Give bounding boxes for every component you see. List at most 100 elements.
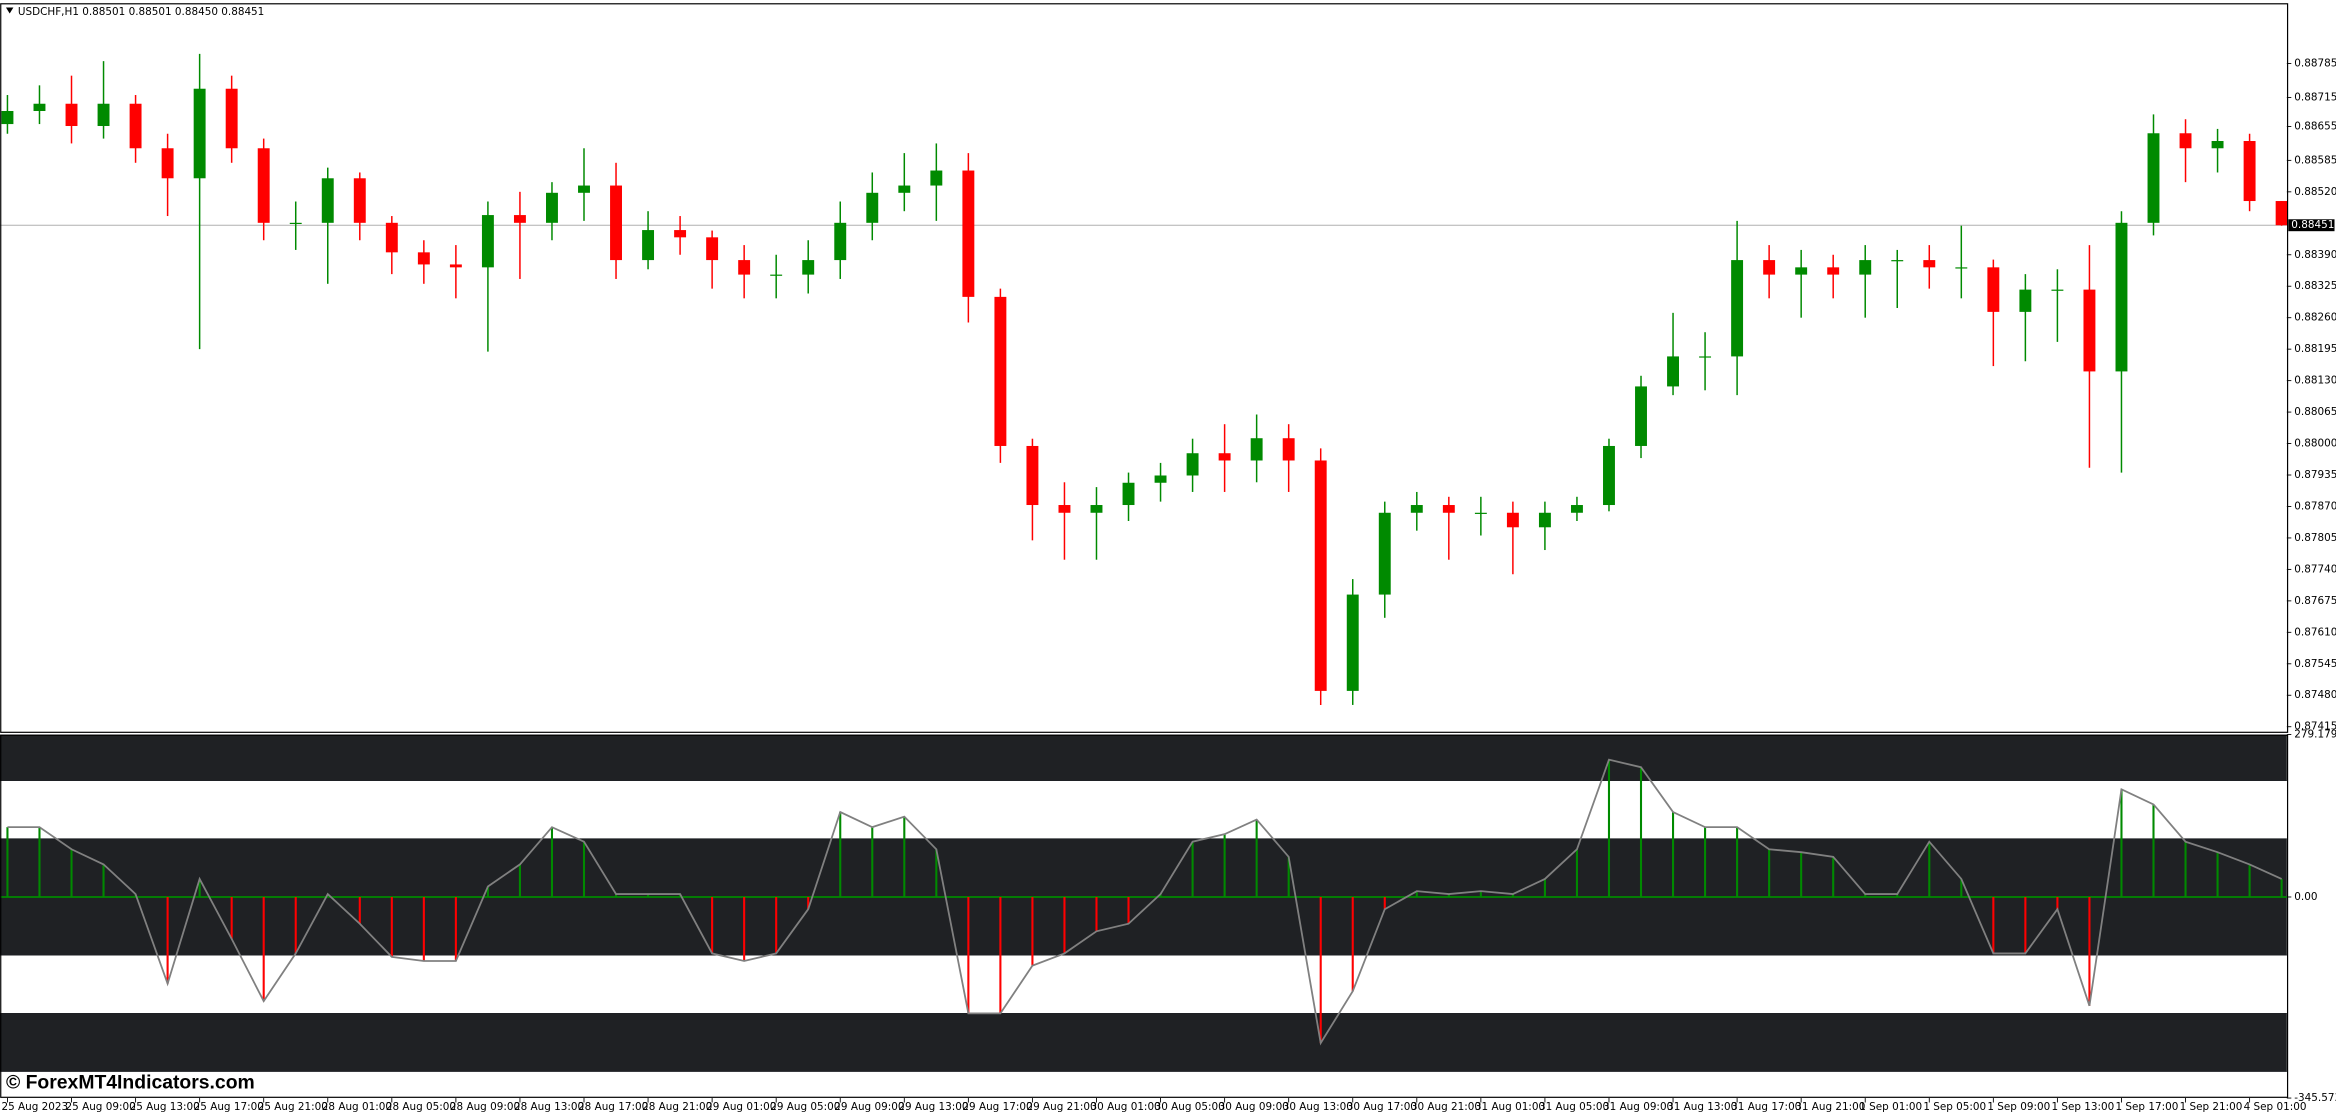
y-tick-label: 0.87545 — [2294, 658, 2336, 670]
candle-body — [417, 252, 430, 265]
candle-body — [610, 185, 622, 261]
candle-body — [1667, 356, 1679, 387]
candle-body — [1186, 453, 1199, 476]
x-tick-label: 4 Sep 01:00 — [2244, 1101, 2307, 1113]
x-tick-label: 30 Aug 17:00 — [1347, 1101, 1417, 1113]
y-tick-label: 0.87870 — [2294, 500, 2336, 512]
candle-body — [834, 222, 847, 261]
candle-body — [2147, 133, 2160, 223]
x-tick-label: 29 Aug 05:00 — [770, 1101, 840, 1113]
candle-body — [930, 170, 943, 186]
candle-body — [546, 192, 558, 223]
x-tick-label: 30 Aug 21:00 — [1411, 1101, 1481, 1113]
candle-body — [802, 260, 815, 275]
x-tick-label: 25 Aug 13:00 — [130, 1101, 200, 1113]
y-tick-label: -345.5735 — [2294, 1092, 2336, 1104]
x-tick-label: 30 Aug 01:00 — [1091, 1101, 1161, 1113]
x-tick-label: 31 Aug 09:00 — [1603, 1101, 1673, 1113]
x-tick-label: 28 Aug 01:00 — [322, 1101, 392, 1113]
x-tick-label: 28 Aug 21:00 — [642, 1101, 712, 1113]
x-tick-label: 1 Sep 05:00 — [1923, 1101, 1986, 1113]
candle-body — [1122, 482, 1135, 506]
candle-body — [1731, 260, 1744, 357]
x-tick-label: 29 Aug 21:00 — [1026, 1101, 1096, 1113]
y-tick-label: 0.87935 — [2294, 469, 2336, 481]
y-tick-label: 0.88195 — [2294, 343, 2336, 355]
candle-body — [2083, 289, 2096, 372]
candle-body — [97, 103, 110, 127]
candle-body — [1987, 267, 2000, 312]
candle-body — [1442, 505, 1455, 513]
candle-body — [1506, 512, 1519, 528]
level-band — [0, 734, 2287, 781]
y-tick-label: 0.87415 — [2294, 721, 2336, 733]
candle-body — [1090, 505, 1103, 513]
watermark: © ForexMT4Indicators.com — [6, 1071, 255, 1093]
candle-body — [1635, 386, 1647, 446]
candle-body — [738, 260, 751, 275]
price-pane-frame — [0, 3, 2289, 733]
x-tick-label: 1 Sep 09:00 — [1987, 1101, 2050, 1113]
chart-content: 0.88785 0.88715 0.88655 0.88585 0.88520 0.883… — [0, 53, 2336, 1113]
candle-body — [994, 296, 1007, 446]
indicator-pane-frame — [0, 734, 2289, 1098]
chart-title: USDCHF,H1 0.88501 0.88501 0.88450 0.8845… — [18, 6, 264, 18]
x-tick-label: 25 Aug 09:00 — [66, 1101, 136, 1113]
candle-body — [1, 110, 14, 125]
candle-body — [1474, 512, 1487, 514]
candle-body — [2115, 222, 2128, 372]
y-tick-label: 0.00 — [2294, 891, 2317, 903]
y-tick-label: 0.87740 — [2294, 563, 2336, 575]
candle-body — [1795, 267, 1808, 275]
menu-arrow — [5, 7, 14, 14]
x-tick-label: 25 Aug 17:00 — [194, 1101, 264, 1113]
x-tick-label: 30 Aug 05:00 — [1155, 1101, 1225, 1113]
y-tick-label: 0.88585 — [2294, 154, 2336, 166]
y-tick-label: 0.88390 — [2294, 249, 2336, 261]
x-tick-label: 31 Aug 01:00 — [1475, 1101, 1545, 1113]
y-tick-label: 0.87480 — [2294, 689, 2336, 701]
y-tick-label: 0.88065 — [2294, 406, 2336, 418]
y-tick-label: 0.88130 — [2294, 375, 2336, 387]
candle-body — [1763, 260, 1776, 275]
candle-body — [1218, 453, 1231, 461]
candle-body — [193, 88, 206, 179]
candle-body — [513, 215, 526, 223]
y-tick-label: 0.87805 — [2294, 532, 2336, 544]
candle-body — [706, 237, 719, 261]
y-tick-label: 0.88260 — [2294, 312, 2336, 324]
candle-body — [65, 103, 78, 127]
x-tick-label: 29 Aug 13:00 — [898, 1101, 968, 1113]
candle-body — [578, 185, 590, 193]
candle-body — [866, 192, 879, 223]
candle-body — [962, 170, 975, 297]
y-tick-label: 0.87675 — [2294, 595, 2336, 607]
current-price-label: 0.88451 — [2291, 219, 2334, 231]
x-tick-label: 30 Aug 13:00 — [1283, 1101, 1353, 1113]
candle-body — [289, 222, 302, 225]
x-tick-label: 1 Sep 13:00 — [2051, 1101, 2114, 1113]
candle-body — [33, 103, 46, 111]
x-tick-label: 29 Aug 09:00 — [834, 1101, 904, 1113]
x-tick-label: 1 Sep 17:00 — [2116, 1101, 2179, 1113]
x-tick-label: 31 Aug 17:00 — [1731, 1101, 1801, 1113]
candle-body — [129, 103, 142, 149]
candle-body — [2019, 289, 2032, 312]
candle-body — [1250, 438, 1263, 461]
candle-body — [2243, 141, 2256, 202]
candle-body — [1378, 512, 1391, 595]
candle-body — [674, 230, 687, 238]
x-tick-label: 28 Aug 17:00 — [578, 1101, 648, 1113]
candle-body — [385, 222, 398, 253]
x-tick-label: 31 Aug 05:00 — [1539, 1101, 1609, 1113]
y-tick-label: 0.88715 — [2294, 91, 2336, 103]
candle-body — [1891, 260, 1904, 262]
candle-body — [1827, 267, 1840, 275]
candle-body — [1346, 594, 1359, 691]
candle-body — [1154, 475, 1167, 483]
y-tick-label: 0.88520 — [2294, 186, 2336, 198]
candle-body — [642, 230, 655, 261]
candle-body — [770, 274, 783, 276]
candle-body — [1314, 460, 1327, 691]
